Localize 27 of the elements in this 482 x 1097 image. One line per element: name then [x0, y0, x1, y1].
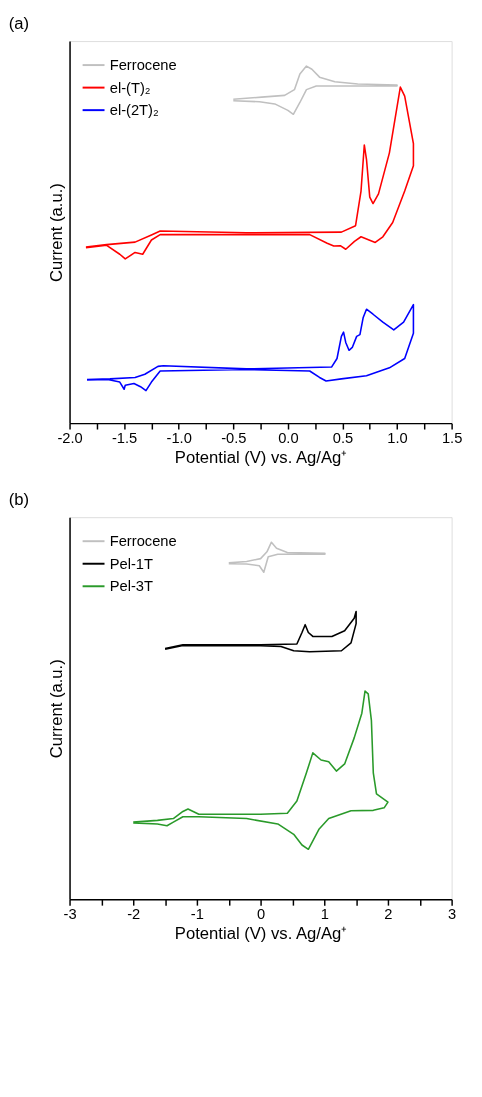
x-tick-label: -1.5: [111, 430, 138, 447]
legend-label: el-(T)₂: [109, 79, 151, 96]
y-axis-title: Current (a.u.): [47, 659, 67, 759]
x-tick-label: -2.0: [57, 430, 83, 447]
x-tick-label: -1: [190, 906, 204, 923]
x-tick-label: 2: [384, 906, 393, 923]
legend-label: Pel-3T: [109, 578, 154, 595]
x-tick-label: 0.5: [332, 430, 354, 447]
legend-label: Ferrocene: [109, 533, 177, 550]
x-tick-label: -3: [63, 906, 77, 923]
x-tick-label: 1.5: [441, 430, 463, 447]
legend-label: Ferrocene: [109, 56, 177, 73]
x-tick-label: -1.0: [166, 430, 192, 447]
x-tick-label: 0: [257, 906, 266, 923]
x-tick-label: 1.0: [387, 430, 408, 447]
x-tick-label: 0.0: [278, 430, 299, 447]
x-axis-title: Potential (V) vs. Ag/Ag⁺: [174, 923, 348, 943]
y-axis-title: Current (a.u.): [47, 183, 67, 283]
x-tick-label: -0.5: [221, 430, 247, 447]
legend-label: Pel-1T: [109, 555, 154, 572]
legend-label: el-(2T)₂: [109, 102, 159, 119]
chart-title: (b): [8, 490, 30, 510]
x-tick-label: -2: [127, 906, 141, 923]
chart-title: (a): [8, 14, 30, 34]
x-tick-label: 1: [320, 906, 329, 923]
x-axis-title: Potential (V) vs. Ag/Ag⁺: [174, 447, 348, 467]
x-tick-label: 3: [448, 906, 457, 923]
